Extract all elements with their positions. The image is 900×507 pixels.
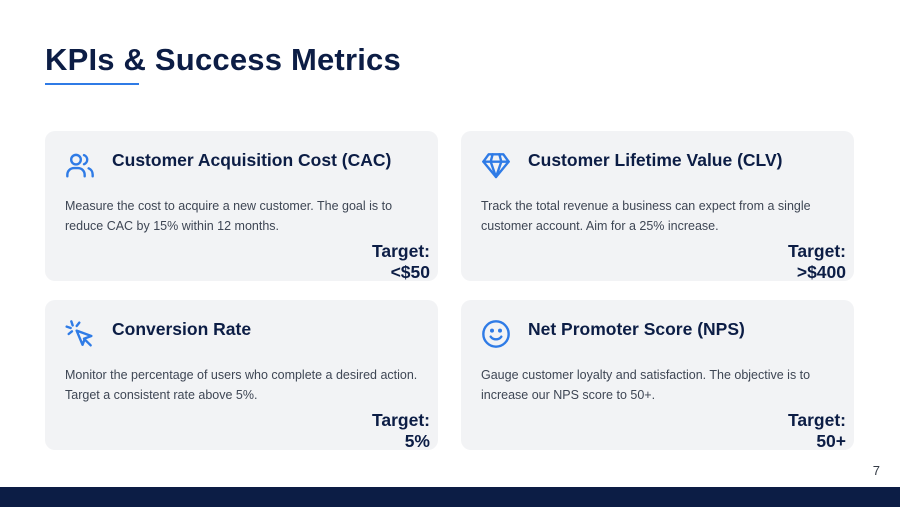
- card-description: Track the total revenue a business can e…: [481, 199, 811, 233]
- kpi-card-cac: Customer Acquisition Cost (CAC) Measure …: [45, 131, 438, 283]
- target-label: Target:: [787, 241, 846, 261]
- target-label: Target:: [371, 410, 430, 430]
- card-description: Monitor the percentage of users who comp…: [65, 368, 418, 402]
- card-description: Measure the cost to acquire a new custom…: [65, 199, 393, 233]
- card-target: Target: 5%: [372, 410, 430, 452]
- target-value: 5%: [404, 431, 430, 451]
- cursor-click-icon: [64, 318, 96, 350]
- page-number: 7: [872, 463, 880, 478]
- target-value: 50+: [816, 431, 846, 451]
- card-title: Net Promoter Score (NPS): [528, 319, 745, 339]
- target-label: Target:: [787, 410, 846, 430]
- smiley-icon: [480, 318, 512, 350]
- kpi-card-nps: Net Promoter Score (NPS) Gauge customer …: [461, 300, 854, 452]
- kpi-card-conversion-rate: Conversion Rate Monitor the percentage o…: [45, 300, 438, 452]
- page-title: KPIs & Success Metrics: [45, 42, 401, 77]
- card-target: Target: >$400: [788, 241, 846, 283]
- card-title: Conversion Rate: [112, 319, 252, 339]
- title-underline: [45, 83, 139, 85]
- target-value: <$50: [390, 262, 430, 282]
- users-icon: [64, 149, 96, 181]
- target-label: Target:: [371, 241, 430, 261]
- target-value: >$400: [796, 262, 846, 282]
- card-title: Customer Lifetime Value (CLV): [528, 150, 783, 170]
- footer-bar: [0, 487, 900, 507]
- diamond-icon: [480, 149, 512, 181]
- card-title: Customer Acquisition Cost (CAC): [112, 150, 392, 170]
- card-target: Target: <$50: [372, 241, 430, 283]
- kpi-card-clv: Customer Lifetime Value (CLV) Track the …: [461, 131, 854, 283]
- card-target: Target: 50+: [788, 410, 846, 452]
- card-description: Gauge customer loyalty and satisfaction.…: [481, 368, 811, 402]
